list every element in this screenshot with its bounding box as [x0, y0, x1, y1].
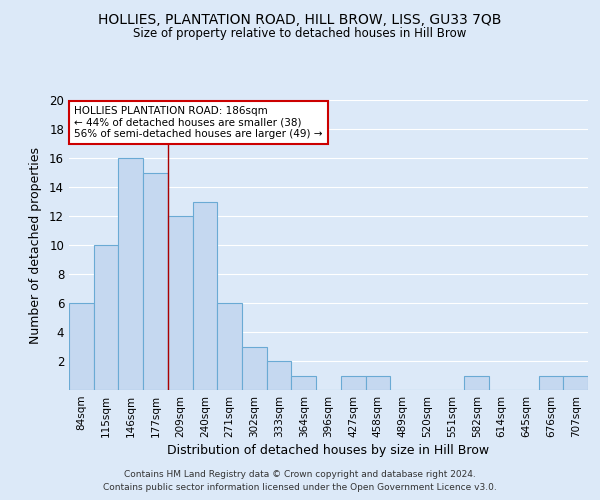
- Text: HOLLIES PLANTATION ROAD: 186sqm
← 44% of detached houses are smaller (38)
56% of: HOLLIES PLANTATION ROAD: 186sqm ← 44% of…: [74, 106, 323, 139]
- Bar: [69, 303, 94, 390]
- Text: Size of property relative to detached houses in Hill Brow: Size of property relative to detached ho…: [133, 28, 467, 40]
- Bar: [143, 172, 168, 390]
- Text: HOLLIES, PLANTATION ROAD, HILL BROW, LISS, GU33 7QB: HOLLIES, PLANTATION ROAD, HILL BROW, LIS…: [98, 12, 502, 26]
- Bar: [118, 158, 143, 390]
- Text: Contains public sector information licensed under the Open Government Licence v3: Contains public sector information licen…: [103, 484, 497, 492]
- Bar: [94, 245, 118, 390]
- Bar: [365, 376, 390, 390]
- Bar: [292, 376, 316, 390]
- Bar: [464, 376, 489, 390]
- Text: Contains HM Land Registry data © Crown copyright and database right 2024.: Contains HM Land Registry data © Crown c…: [124, 470, 476, 479]
- Bar: [217, 303, 242, 390]
- Bar: [563, 376, 588, 390]
- Bar: [341, 376, 365, 390]
- Y-axis label: Number of detached properties: Number of detached properties: [29, 146, 42, 344]
- Bar: [267, 361, 292, 390]
- Bar: [242, 346, 267, 390]
- X-axis label: Distribution of detached houses by size in Hill Brow: Distribution of detached houses by size …: [167, 444, 490, 457]
- Bar: [168, 216, 193, 390]
- Bar: [539, 376, 563, 390]
- Bar: [193, 202, 217, 390]
